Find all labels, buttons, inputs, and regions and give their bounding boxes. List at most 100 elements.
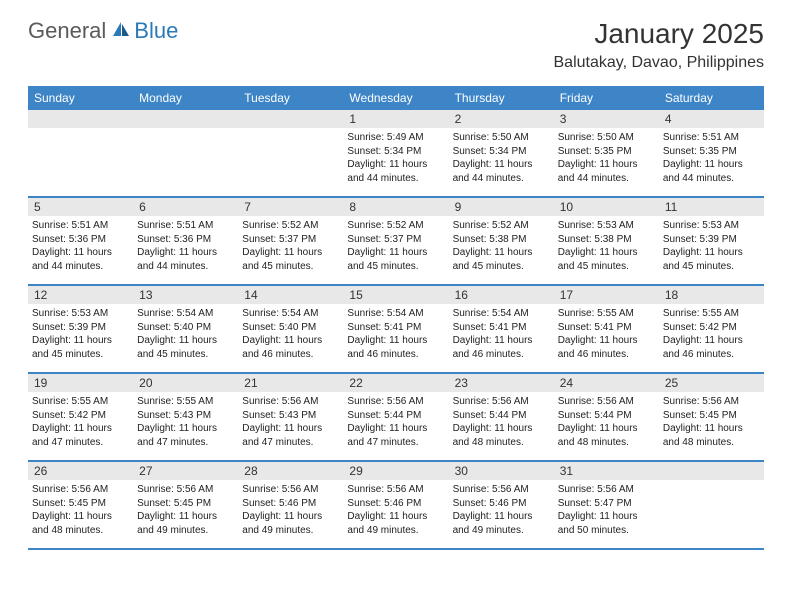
sunset-text: Sunset: 5:38 PM: [558, 233, 655, 247]
sunrise-text: Sunrise: 5:51 AM: [663, 131, 760, 145]
day-cell: 7 Sunrise: 5:52 AMSunset: 5:37 PMDaylight…: [238, 198, 343, 284]
day-number: 29: [343, 462, 448, 480]
title-block: January 2025 Balutakay, Davao, Philippin…: [554, 18, 765, 72]
daylight-text: Daylight: 11 hours and 47 minutes.: [242, 422, 339, 449]
day-number: 26: [28, 462, 133, 480]
sunset-text: Sunset: 5:42 PM: [32, 409, 129, 423]
day-number: 5: [28, 198, 133, 216]
sunset-text: Sunset: 5:34 PM: [453, 145, 550, 159]
sunset-text: Sunset: 5:45 PM: [663, 409, 760, 423]
day-info: Sunrise: 5:56 AMSunset: 5:46 PMDaylight:…: [242, 483, 339, 537]
day-cell: 4Sunrise: 5:51 AMSunset: 5:35 PMDaylight…: [659, 110, 764, 196]
day-number: 21: [238, 374, 343, 392]
day-info: Sunrise: 5:52 AMSunset: 5:37 PMDaylight:…: [347, 219, 444, 273]
day-cell: 15Sunrise: 5:54 AMSunset: 5:41 PMDayligh…: [343, 286, 448, 372]
sunrise-text: Sunrise: 5:51 AM: [137, 219, 234, 233]
day-cell: 5 Sunrise: 5:51 AMSunset: 5:36 PMDaylight…: [28, 198, 133, 284]
sunrise-text: Sunrise: 5:52 AM: [347, 219, 444, 233]
sunrise-text: Sunrise: 5:52 AM: [242, 219, 339, 233]
daylight-text: Daylight: 11 hours and 49 minutes.: [242, 510, 339, 537]
day-number: [659, 462, 764, 480]
daylight-text: Daylight: 11 hours and 48 minutes.: [558, 422, 655, 449]
day-number: 14: [238, 286, 343, 304]
day-cell: 23Sunrise: 5:56 AMSunset: 5:44 PMDayligh…: [449, 374, 554, 460]
day-info: Sunrise: 5:52 AMSunset: 5:38 PMDaylight:…: [453, 219, 550, 273]
day-cell: 18Sunrise: 5:55 AMSunset: 5:42 PMDayligh…: [659, 286, 764, 372]
day-number: 30: [449, 462, 554, 480]
sunset-text: Sunset: 5:39 PM: [32, 321, 129, 335]
day-cell: 19Sunrise: 5:55 AMSunset: 5:42 PMDayligh…: [28, 374, 133, 460]
day-number: 8: [343, 198, 448, 216]
day-number: [133, 110, 238, 128]
day-number: 9: [449, 198, 554, 216]
day-cell: 20Sunrise: 5:55 AMSunset: 5:43 PMDayligh…: [133, 374, 238, 460]
day-number: 6: [133, 198, 238, 216]
day-info: Sunrise: 5:56 AMSunset: 5:44 PMDaylight:…: [558, 395, 655, 449]
day-cell: 1 Sunrise: 5:49 AMSunset: 5:34 PMDaylight…: [343, 110, 448, 196]
weeks-container: 1 Sunrise: 5:49 AMSunset: 5:34 PMDaylight…: [28, 110, 764, 550]
day-cell: [133, 110, 238, 196]
sunrise-text: Sunrise: 5:53 AM: [558, 219, 655, 233]
day-info: Sunrise: 5:54 AMSunset: 5:41 PMDaylight:…: [347, 307, 444, 361]
day-cell: 17Sunrise: 5:55 AMSunset: 5:41 PMDayligh…: [554, 286, 659, 372]
week-row: 5Sunrise: 5:51 AMSunset: 5:36 PMDaylight…: [28, 198, 764, 286]
sunrise-text: Sunrise: 5:54 AM: [347, 307, 444, 321]
day-cell: 6 Sunrise: 5:51 AMSunset: 5:36 PMDaylight…: [133, 198, 238, 284]
day-info: Sunrise: 5:55 AMSunset: 5:42 PMDaylight:…: [32, 395, 129, 449]
day-cell: 26 Sunrise: 5:56 AMSunset: 5:45 PMDayligh…: [28, 462, 133, 548]
day-cell: 21Sunrise: 5:56 AMSunset: 5:43 PMDayligh…: [238, 374, 343, 460]
sunset-text: Sunset: 5:35 PM: [558, 145, 655, 159]
sunrise-text: Sunrise: 5:56 AM: [558, 395, 655, 409]
daylight-text: Daylight: 11 hours and 44 minutes.: [453, 158, 550, 185]
day-number: 27: [133, 462, 238, 480]
day-number: 28: [238, 462, 343, 480]
sunrise-text: Sunrise: 5:56 AM: [453, 395, 550, 409]
day-info: Sunrise: 5:56 AMSunset: 5:45 PMDaylight:…: [32, 483, 129, 537]
sunset-text: Sunset: 5:43 PM: [242, 409, 339, 423]
sunrise-text: Sunrise: 5:54 AM: [453, 307, 550, 321]
daylight-text: Daylight: 11 hours and 45 minutes.: [242, 246, 339, 273]
sunset-text: Sunset: 5:38 PM: [453, 233, 550, 247]
daylight-text: Daylight: 11 hours and 48 minutes.: [663, 422, 760, 449]
header: General Blue January 2025 Balutakay, Dav…: [0, 0, 792, 80]
sunrise-text: Sunrise: 5:56 AM: [32, 483, 129, 497]
day-info: Sunrise: 5:56 AMSunset: 5:46 PMDaylight:…: [453, 483, 550, 537]
day-cell: 30 Sunrise: 5:56 AMSunset: 5:46 PMDayligh…: [449, 462, 554, 548]
sunrise-text: Sunrise: 5:53 AM: [663, 219, 760, 233]
daylight-text: Daylight: 11 hours and 45 minutes.: [558, 246, 655, 273]
day-cell: 29Sunrise: 5:56 AMSunset: 5:46 PMDayligh…: [343, 462, 448, 548]
day-number: 16: [449, 286, 554, 304]
daylight-text: Daylight: 11 hours and 45 minutes.: [453, 246, 550, 273]
day-number: 1: [343, 110, 448, 128]
daylight-text: Daylight: 11 hours and 45 minutes.: [137, 334, 234, 361]
sunrise-text: Sunrise: 5:55 AM: [137, 395, 234, 409]
sunset-text: Sunset: 5:46 PM: [453, 497, 550, 511]
day-number: 10: [554, 198, 659, 216]
sunrise-text: Sunrise: 5:52 AM: [453, 219, 550, 233]
day-info: Sunrise: 5:53 AMSunset: 5:39 PMDaylight:…: [32, 307, 129, 361]
day-number: 7: [238, 198, 343, 216]
day-cell: 16Sunrise: 5:54 AMSunset: 5:41 PMDayligh…: [449, 286, 554, 372]
sunrise-text: Sunrise: 5:50 AM: [558, 131, 655, 145]
day-info: Sunrise: 5:51 AMSunset: 5:36 PMDaylight:…: [32, 219, 129, 273]
week-row: 12 Sunrise: 5:53 AMSunset: 5:39 PMDayligh…: [28, 286, 764, 374]
weekday-cell: Tuesday: [238, 86, 343, 110]
sunrise-text: Sunrise: 5:54 AM: [242, 307, 339, 321]
daylight-text: Daylight: 11 hours and 45 minutes.: [32, 334, 129, 361]
daylight-text: Daylight: 11 hours and 44 minutes.: [347, 158, 444, 185]
logo-text-2: Blue: [134, 18, 178, 44]
daylight-text: Daylight: 11 hours and 48 minutes.: [32, 510, 129, 537]
daylight-text: Daylight: 11 hours and 48 minutes.: [453, 422, 550, 449]
day-number: 12: [28, 286, 133, 304]
sunrise-text: Sunrise: 5:56 AM: [453, 483, 550, 497]
location: Balutakay, Davao, Philippines: [554, 54, 765, 72]
weekday-cell: Friday: [554, 86, 659, 110]
day-info: Sunrise: 5:50 AMSunset: 5:35 PMDaylight:…: [558, 131, 655, 185]
daylight-text: Daylight: 11 hours and 44 minutes.: [558, 158, 655, 185]
sunrise-text: Sunrise: 5:50 AM: [453, 131, 550, 145]
day-info: Sunrise: 5:51 AMSunset: 5:36 PMDaylight:…: [137, 219, 234, 273]
day-info: Sunrise: 5:49 AMSunset: 5:34 PMDaylight:…: [347, 131, 444, 185]
day-cell: 22Sunrise: 5:56 AMSunset: 5:44 PMDayligh…: [343, 374, 448, 460]
day-cell: 12 Sunrise: 5:53 AMSunset: 5:39 PMDayligh…: [28, 286, 133, 372]
sunset-text: Sunset: 5:37 PM: [242, 233, 339, 247]
